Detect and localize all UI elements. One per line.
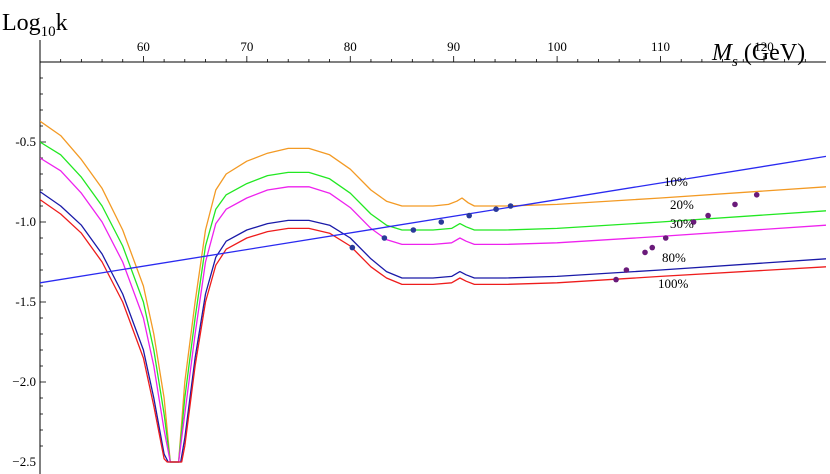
series-label: 20%: [670, 197, 694, 212]
series-line-80pct: [40, 191, 826, 463]
navy-point: [507, 203, 514, 209]
x-tick-label: 100: [547, 39, 567, 54]
y-tick-label: -0.5: [15, 134, 36, 149]
x-tick-label: 90: [447, 39, 460, 54]
x-axis-title-sub: s: [732, 54, 738, 70]
x-tick-label: 70: [240, 39, 253, 54]
navy-point: [466, 212, 472, 219]
y-tick-label: −2.0: [12, 374, 36, 389]
y-tick-label: -1.0: [15, 214, 36, 229]
navy-point: [438, 219, 445, 225]
y-axis-title-tail: k: [56, 10, 68, 36]
purple-point: [690, 219, 697, 225]
purple-point: [732, 201, 738, 208]
curve-labels: 10% 20% 30% 80% 100%: [658, 174, 694, 291]
y-tick-label: −2.5: [12, 454, 36, 469]
purple-point: [649, 244, 656, 251]
dots: [349, 192, 760, 283]
series-line-straight: [40, 155, 826, 284]
series-line-10pct: [40, 120, 826, 463]
x-axis-title-var: M: [711, 40, 734, 66]
purple-point: [642, 249, 648, 256]
purple-point: [662, 235, 669, 241]
purple-point: [753, 192, 760, 198]
x-tick-label: 120: [754, 39, 774, 54]
series-line-30pct: [40, 157, 826, 463]
series-label: 80%: [662, 250, 686, 265]
curves: [40, 120, 826, 463]
x-axis-title: Ms (GeV): [711, 40, 805, 70]
purple-point: [623, 267, 630, 273]
y-tick-label: -1.5: [15, 294, 36, 309]
purple-point: [705, 212, 711, 219]
purple-point: [613, 276, 619, 283]
series-label: 100%: [658, 276, 689, 291]
navy-point: [381, 235, 388, 241]
navy-point: [493, 206, 499, 212]
navy-point: [349, 244, 356, 251]
x-tick-label: 60: [137, 39, 150, 54]
axes: 60 70 80 90 100 110 120 -0.5 -1.0 -1.5 −2.0 −2.5: [12, 39, 826, 474]
y-axis-title: Log10k: [2, 10, 68, 40]
series-line-100pct: [40, 199, 826, 463]
y-axis-title-base: Log: [2, 10, 41, 36]
navy-point: [410, 227, 417, 233]
series-line-20pct: [40, 141, 826, 463]
y-axis-title-sub: 10: [41, 24, 56, 40]
series-label: 10%: [664, 174, 688, 189]
x-tick-label: 110: [651, 39, 670, 54]
x-axis-title-unit: (GeV): [738, 40, 805, 66]
series-label: 30%: [670, 216, 694, 231]
x-tick-label: 80: [344, 39, 357, 54]
